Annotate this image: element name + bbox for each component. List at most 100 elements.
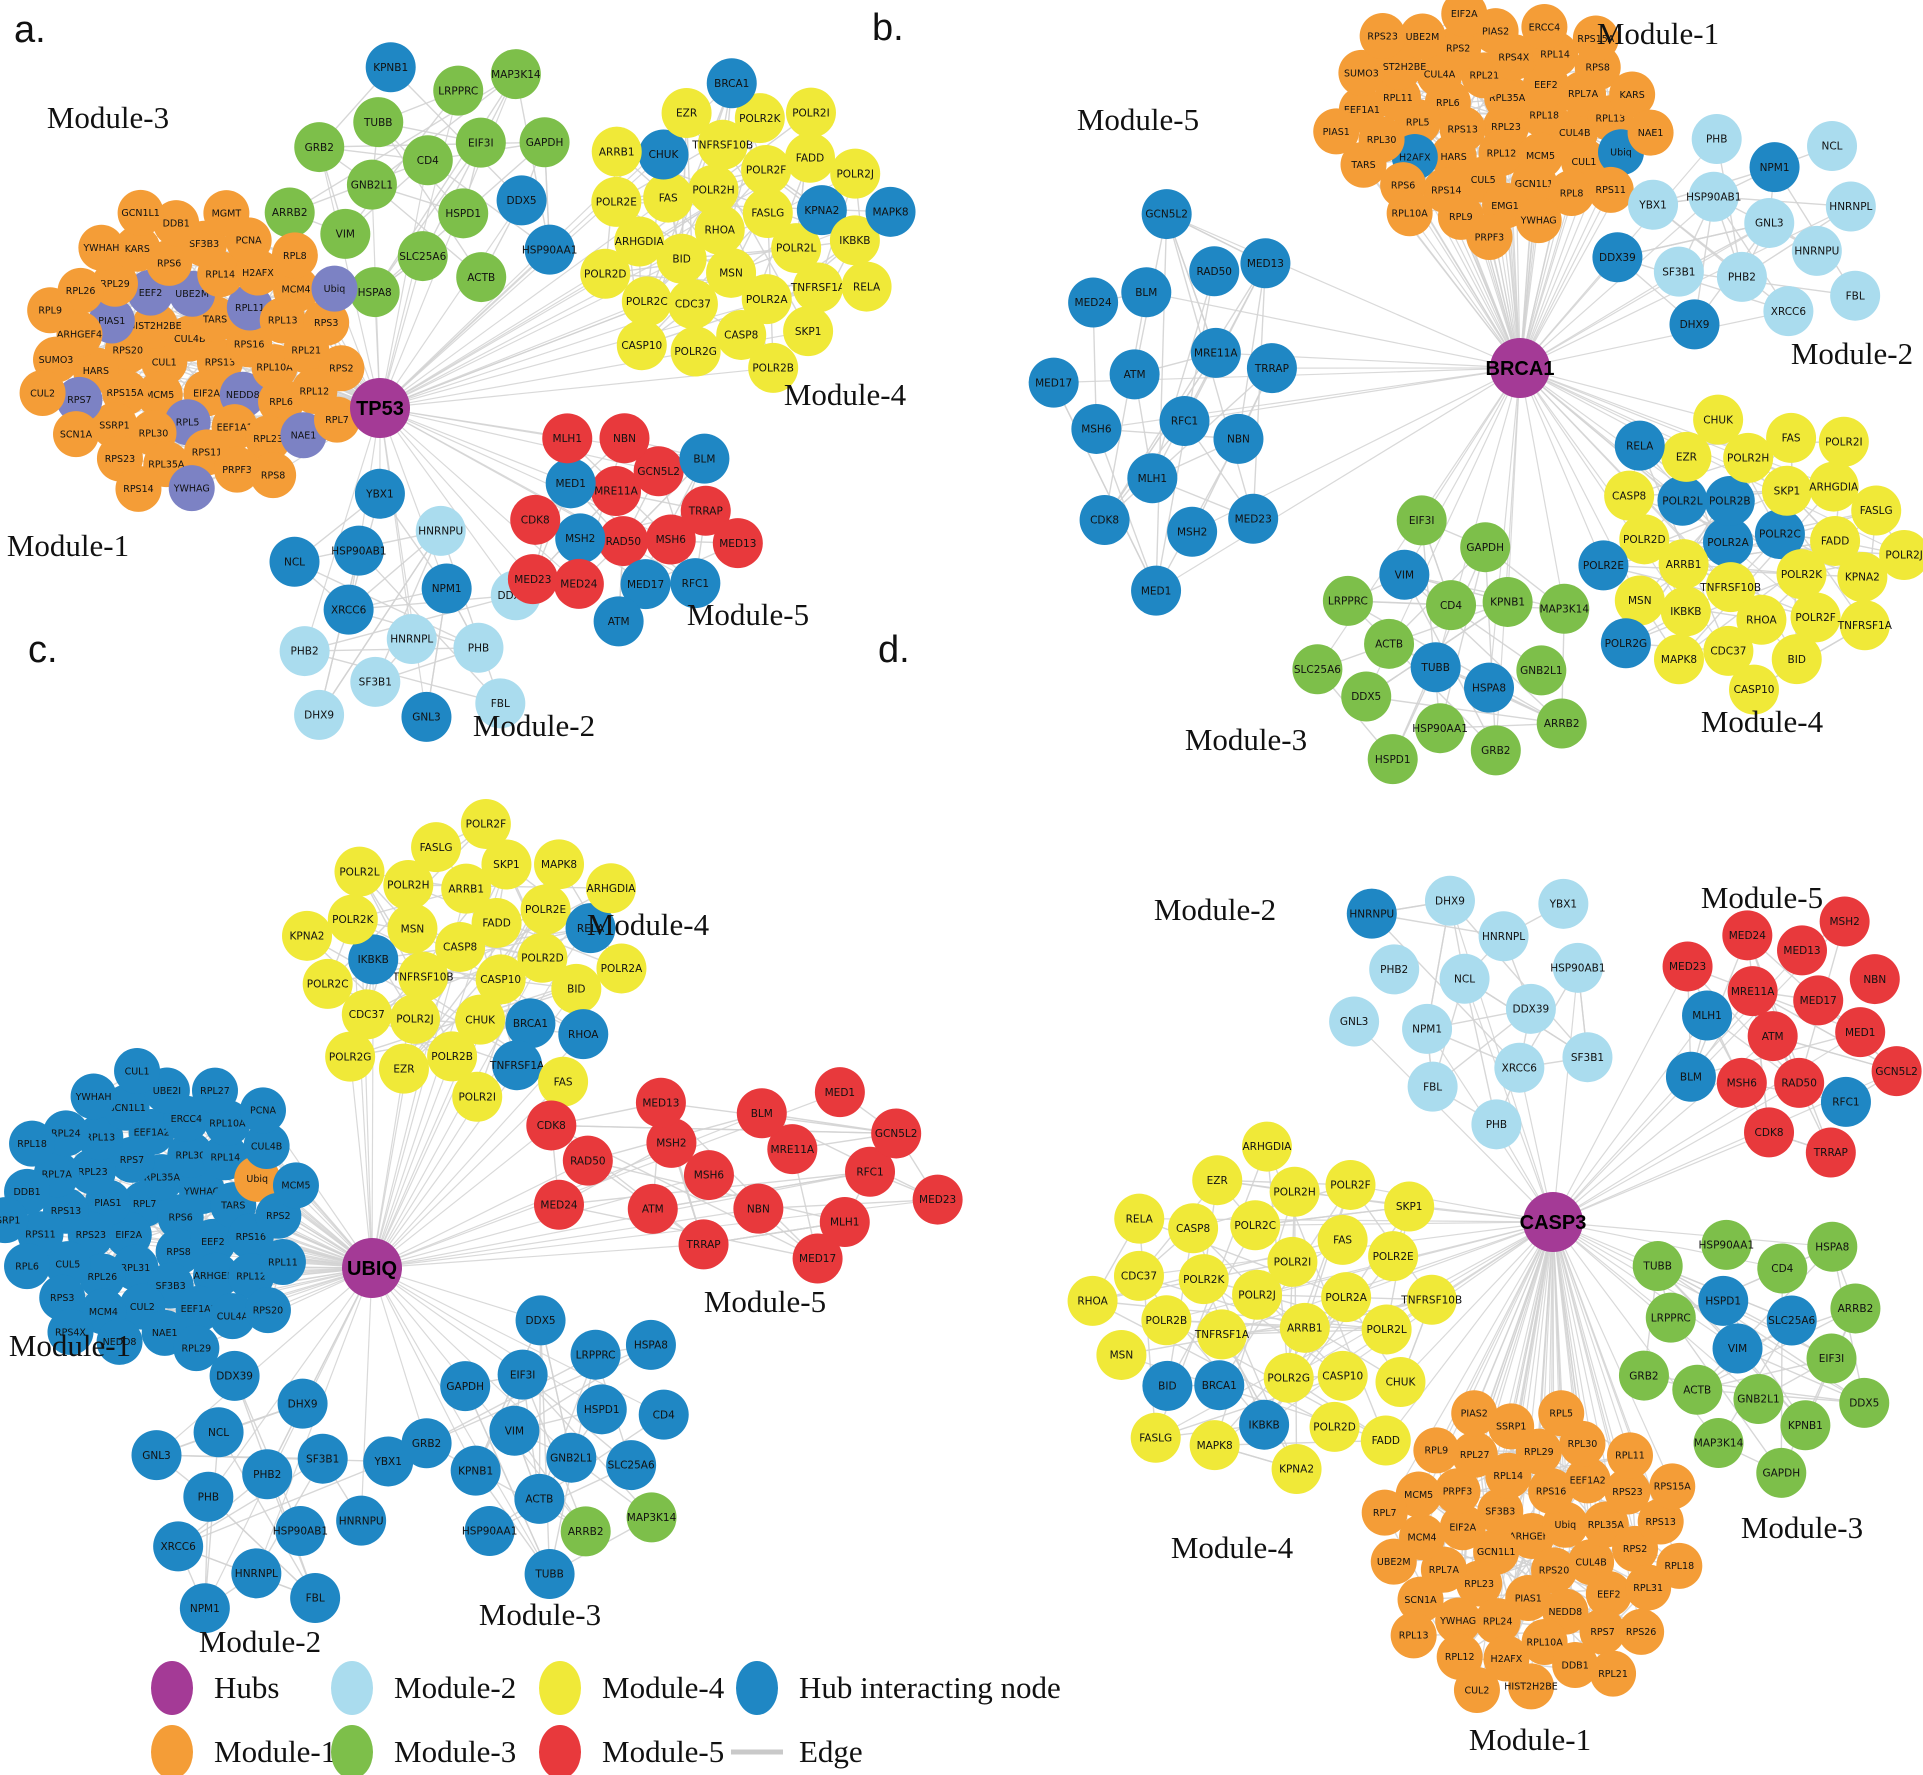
gene-node[interactable]: RELA <box>1114 1193 1165 1244</box>
gene-node-circle[interactable] <box>350 656 401 707</box>
gene-node-circle[interactable] <box>538 1056 589 1107</box>
gene-node-circle[interactable] <box>1190 327 1241 378</box>
gene-node[interactable]: POLR2F <box>741 144 792 195</box>
gene-node[interactable]: EIF3I <box>497 1349 548 1400</box>
gene-node-circle[interactable] <box>1747 1011 1798 1062</box>
gene-node-circle[interactable] <box>1246 343 1297 394</box>
gene-node[interactable]: MSN <box>1096 1329 1147 1380</box>
gene-node-circle[interactable] <box>599 413 650 464</box>
gene-node-circle[interactable] <box>427 1031 478 1082</box>
gene-node-circle[interactable] <box>591 126 642 177</box>
gene-node-circle[interactable] <box>114 225 161 272</box>
gene-node-circle[interactable] <box>1471 1099 1522 1150</box>
gene-node[interactable]: PRPF3 <box>1466 213 1513 260</box>
gene-node-circle[interactable] <box>627 1183 678 1234</box>
gene-node[interactable]: DDB1 <box>1552 1641 1599 1688</box>
gene-node-circle[interactable] <box>1578 540 1629 591</box>
gene-node-circle[interactable] <box>244 1287 291 1334</box>
gene-node[interactable]: PIAS2 <box>1451 1390 1498 1437</box>
gene-node-circle[interactable] <box>1141 1295 1192 1346</box>
gene-node[interactable]: SKP1 <box>783 306 834 357</box>
gene-node[interactable]: GRB2 <box>294 122 345 173</box>
gene-node-circle[interactable] <box>1407 1061 1458 1112</box>
gene-node[interactable]: POLR2K <box>1178 1254 1229 1305</box>
gene-node-circle[interactable] <box>1722 910 1773 961</box>
gene-node[interactable]: RPL18 <box>1656 1542 1703 1589</box>
gene-node-circle[interactable] <box>1079 494 1130 545</box>
gene-node-circle[interactable] <box>1192 1155 1243 1206</box>
gene-node-circle[interactable] <box>475 954 526 1005</box>
gene-node-circle[interactable] <box>294 689 345 740</box>
gene-node[interactable]: ARHGDIA <box>1808 461 1859 512</box>
gene-node-circle[interactable] <box>1704 476 1755 527</box>
gene-node-circle[interactable] <box>277 1378 328 1429</box>
gene-node-circle[interactable] <box>845 1146 896 1197</box>
gene-node[interactable]: DDX5 <box>496 175 547 226</box>
gene-node-circle[interactable] <box>264 187 315 238</box>
gene-node-circle[interactable] <box>1539 583 1590 634</box>
gene-node-circle[interactable] <box>1807 121 1858 172</box>
gene-node-circle[interactable] <box>250 452 297 499</box>
gene-node-circle[interactable] <box>841 261 892 312</box>
gene-node[interactable]: MRE11A <box>1190 327 1241 378</box>
gene-node-circle[interactable] <box>771 223 822 274</box>
gene-node[interactable]: RHOA <box>558 1009 609 1060</box>
gene-node[interactable]: UBE2M <box>1399 13 1446 60</box>
gene-node-circle[interactable] <box>741 274 792 325</box>
gene-node[interactable]: NBN <box>733 1183 784 1234</box>
gene-node-circle[interactable] <box>1879 530 1923 580</box>
gene-node-circle[interactable] <box>1361 1489 1408 1536</box>
gene-node-circle[interactable] <box>327 894 378 945</box>
gene-node[interactable]: TNFRSF1A <box>1837 600 1893 651</box>
gene-node[interactable]: GCN1L1 <box>117 189 164 236</box>
gene-node[interactable]: KPNA2 <box>1271 1444 1322 1495</box>
gene-node-circle[interactable] <box>1329 996 1380 1047</box>
gene-node-circle[interactable] <box>560 1506 611 1557</box>
gene-node[interactable]: POLR2D <box>580 248 631 299</box>
gene-node-circle[interactable] <box>784 132 835 183</box>
gene-node[interactable]: ARHGDIA <box>1241 1121 1292 1172</box>
gene-node-circle[interactable] <box>576 1384 627 1435</box>
gene-node[interactable]: MED13 <box>1777 925 1828 976</box>
gene-node-circle[interactable] <box>626 1492 677 1543</box>
gene-node-circle[interactable] <box>1141 189 1192 240</box>
gene-node-circle[interactable] <box>1361 1304 1412 1355</box>
gene-node[interactable]: CD4 <box>1426 580 1477 631</box>
gene-node[interactable]: GRB2 <box>401 1418 452 1469</box>
gene-node[interactable]: DHX9 <box>294 689 345 740</box>
gene-node-circle[interactable] <box>1386 190 1433 237</box>
gene-node[interactable]: GNB2L1 <box>546 1432 597 1483</box>
gene-node-circle[interactable] <box>1637 1498 1684 1545</box>
gene-node[interactable]: HSP90AA1 <box>462 1506 518 1557</box>
gene-node[interactable]: RPL9 <box>1413 1427 1460 1474</box>
gene-node-circle[interactable] <box>1835 1007 1886 1058</box>
gene-node-circle[interactable] <box>78 224 125 271</box>
gene-node[interactable]: XRCC6 <box>153 1521 204 1572</box>
gene-node[interactable]: MED23 <box>1662 941 1713 992</box>
gene-node-circle[interactable] <box>580 248 631 299</box>
gene-node[interactable]: SF3B1 <box>350 656 401 707</box>
gene-node[interactable]: DDX39 <box>1592 232 1643 283</box>
gene-node-circle[interactable] <box>4 1243 51 1290</box>
gene-node[interactable]: TUBB <box>524 1549 575 1600</box>
gene-node-circle[interactable] <box>865 186 916 237</box>
gene-node-circle[interactable] <box>1682 990 1733 1041</box>
gene-node-circle[interactable] <box>507 554 558 605</box>
gene-node-circle[interactable] <box>1241 1121 1292 1172</box>
gene-node-circle[interactable] <box>349 267 400 318</box>
gene-node-circle[interactable] <box>1649 1463 1696 1510</box>
gene-node[interactable]: GAPDH <box>519 117 570 168</box>
gene-node[interactable]: MED24 <box>1068 277 1119 328</box>
gene-node[interactable]: POLR2G <box>1600 618 1651 669</box>
gene-node[interactable]: FBL <box>290 1573 341 1624</box>
gene-node-circle[interactable] <box>1213 413 1264 464</box>
gene-node-circle[interactable] <box>117 189 164 236</box>
gene-node[interactable]: CDK8 <box>510 494 561 545</box>
gene-node-circle[interactable] <box>115 465 162 512</box>
gene-node-circle[interactable] <box>517 932 568 983</box>
gene-node-circle[interactable] <box>53 411 100 458</box>
gene-node-circle[interactable] <box>748 342 799 393</box>
gene-node[interactable]: MLH1 <box>1682 990 1733 1041</box>
hub-circle[interactable] <box>350 378 410 438</box>
gene-node-circle[interactable] <box>519 117 570 168</box>
